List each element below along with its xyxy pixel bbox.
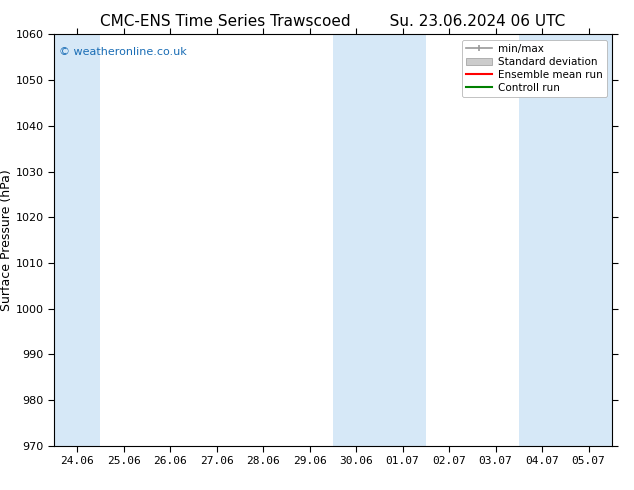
Y-axis label: Surface Pressure (hPa): Surface Pressure (hPa)	[0, 169, 13, 311]
Title: CMC-ENS Time Series Trawscoed        Su. 23.06.2024 06 UTC: CMC-ENS Time Series Trawscoed Su. 23.06.…	[100, 14, 566, 29]
Legend: min/max, Standard deviation, Ensemble mean run, Controll run: min/max, Standard deviation, Ensemble me…	[462, 40, 607, 97]
Bar	[519, 34, 612, 446]
Bar	[54, 34, 100, 446]
Bar	[333, 34, 426, 446]
Text: © weatheronline.co.uk: © weatheronline.co.uk	[60, 47, 187, 57]
